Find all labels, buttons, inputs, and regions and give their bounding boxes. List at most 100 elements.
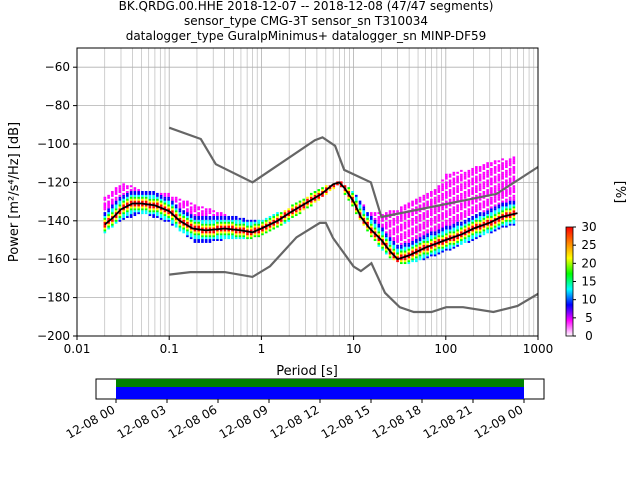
histogram-cell bbox=[512, 177, 516, 180]
histogram-cell bbox=[133, 191, 137, 193]
histogram-cell bbox=[501, 194, 504, 197]
histogram-cell bbox=[486, 192, 489, 195]
histogram-cell bbox=[460, 242, 463, 245]
histogram-cell bbox=[411, 244, 414, 247]
histogram-cell bbox=[448, 223, 452, 226]
histogram-cell bbox=[396, 237, 399, 240]
histogram-cell bbox=[433, 225, 437, 228]
histogram-cell bbox=[114, 212, 118, 215]
histogram-cell bbox=[201, 235, 204, 238]
histogram-cell bbox=[486, 219, 489, 222]
histogram-cell bbox=[415, 210, 418, 213]
histogram-cell bbox=[460, 183, 463, 186]
histogram-cell bbox=[467, 185, 471, 188]
histogram-cell bbox=[497, 167, 501, 170]
histogram-cell bbox=[272, 215, 276, 218]
histogram-cell bbox=[418, 237, 422, 240]
histogram-cell bbox=[508, 158, 512, 161]
histogram-cell bbox=[313, 191, 317, 193]
histogram-cell bbox=[407, 252, 411, 255]
histogram-cell bbox=[456, 175, 459, 178]
histogram-cell bbox=[223, 223, 227, 226]
histogram-cell bbox=[201, 212, 204, 215]
histogram-cell bbox=[197, 225, 200, 228]
histogram-cell bbox=[392, 239, 396, 241]
colorbar-tick-label: 20 bbox=[581, 256, 596, 270]
histogram-cell bbox=[482, 181, 486, 184]
histogram-cell bbox=[189, 233, 193, 236]
histogram-cell bbox=[512, 162, 516, 165]
histogram-cell bbox=[497, 169, 501, 172]
histogram-cell bbox=[253, 233, 257, 236]
histogram-cell bbox=[471, 208, 474, 211]
histogram-cell bbox=[505, 175, 508, 178]
histogram-cell bbox=[381, 217, 384, 220]
histogram-cell bbox=[396, 239, 399, 241]
histogram-cell bbox=[448, 219, 452, 222]
histogram-cell bbox=[257, 231, 261, 234]
histogram-cell bbox=[430, 254, 433, 257]
histogram-cell bbox=[512, 204, 516, 207]
histogram-cell bbox=[452, 246, 456, 249]
histogram-cell bbox=[171, 204, 174, 207]
histogram-cell bbox=[167, 219, 170, 222]
histogram-cell bbox=[156, 208, 159, 211]
histogram-cell bbox=[227, 215, 230, 218]
histogram-cell bbox=[508, 187, 512, 190]
histogram-cell bbox=[448, 181, 452, 184]
histogram-cell bbox=[433, 219, 437, 222]
histogram-cell bbox=[471, 219, 474, 222]
histogram-cell bbox=[212, 210, 215, 213]
histogram-cell bbox=[490, 229, 493, 232]
histogram-cell bbox=[411, 240, 414, 243]
histogram-cell bbox=[219, 237, 223, 240]
histogram-cell bbox=[471, 221, 474, 224]
histogram-cell bbox=[249, 233, 253, 236]
histogram-cell bbox=[148, 202, 152, 205]
histogram-cell bbox=[493, 185, 497, 188]
histogram-cell bbox=[388, 212, 392, 215]
histogram-cell bbox=[445, 212, 448, 215]
histogram-cell bbox=[186, 204, 189, 207]
histogram-cell bbox=[373, 212, 377, 215]
histogram-cell bbox=[133, 214, 137, 217]
histogram-cell bbox=[369, 227, 373, 230]
histogram-cell bbox=[377, 233, 381, 236]
histogram-cell bbox=[512, 185, 516, 188]
histogram-cell bbox=[253, 227, 257, 230]
histogram-cell bbox=[148, 200, 152, 203]
histogram-cell bbox=[456, 242, 459, 245]
histogram-cell bbox=[216, 225, 219, 228]
histogram-cell bbox=[497, 166, 501, 169]
colorbar-tick-label: 0 bbox=[585, 329, 593, 343]
histogram-cell bbox=[118, 189, 122, 192]
histogram-cell bbox=[396, 227, 399, 230]
coverage-band-green bbox=[116, 379, 524, 387]
histogram-cell bbox=[497, 223, 501, 226]
histogram-cell bbox=[294, 204, 298, 207]
histogram-cell bbox=[452, 208, 456, 211]
histogram-cell bbox=[392, 219, 396, 222]
histogram-cell bbox=[129, 194, 133, 197]
histogram-cell bbox=[369, 223, 373, 226]
histogram-cell bbox=[351, 194, 354, 197]
histogram-cell bbox=[358, 217, 362, 220]
histogram-cell bbox=[437, 206, 441, 209]
histogram-cell bbox=[475, 237, 478, 240]
histogram-cell bbox=[482, 164, 486, 167]
histogram-cell bbox=[159, 217, 163, 220]
histogram-cell bbox=[174, 221, 178, 224]
histogram-cell bbox=[460, 212, 463, 215]
histogram-cell bbox=[204, 233, 208, 236]
histogram-cell bbox=[493, 189, 497, 192]
histogram-cell bbox=[111, 221, 114, 224]
histogram-cell bbox=[482, 202, 486, 205]
histogram-cell bbox=[437, 185, 441, 188]
histogram-cell bbox=[201, 214, 204, 217]
histogram-cell bbox=[403, 260, 407, 263]
histogram-cell bbox=[287, 214, 291, 217]
histogram-cell bbox=[114, 191, 118, 193]
histogram-cell bbox=[137, 204, 140, 207]
histogram-cell bbox=[122, 198, 125, 201]
histogram-cell bbox=[505, 217, 508, 220]
